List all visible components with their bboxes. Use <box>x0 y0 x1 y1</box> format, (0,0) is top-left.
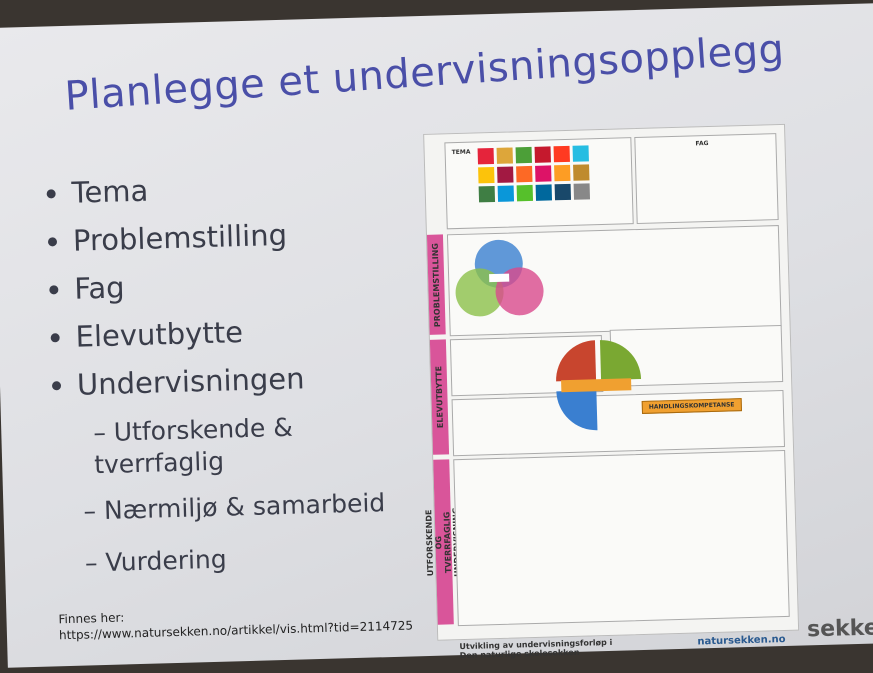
wheel-part <box>600 339 641 380</box>
sdg-icon <box>574 183 590 199</box>
fag-cell: FAG <box>634 133 778 224</box>
sdg-icon <box>554 146 570 162</box>
tema-label: TEMA <box>452 149 471 157</box>
sub-bullet: – Vurdering <box>85 544 228 580</box>
sub-bullet: – Nærmiljø & samarbeid <box>83 487 386 527</box>
row-label-text: PROBLEMSTILLING <box>431 242 442 326</box>
bullet: Problemstilling <box>72 217 301 271</box>
sdg-icon <box>535 165 551 181</box>
competence-wheel <box>550 334 653 447</box>
slide-title: Planlegge et undervisningsopplegg <box>63 26 785 120</box>
teaching-cell <box>453 450 790 626</box>
bullet: Undervisningen <box>77 361 306 415</box>
sdg-icon <box>478 167 494 183</box>
corner-logo: sekken <box>807 615 873 642</box>
wheel-label <box>561 378 631 392</box>
sdg-icon <box>517 185 533 201</box>
badge: HANDLINGSKOMPETANSE <box>642 398 742 414</box>
sdg-icon <box>573 164 589 180</box>
bullet: Elevutbytte <box>75 313 304 367</box>
bullet: Tema <box>71 169 300 223</box>
wheel-part <box>556 390 597 431</box>
venn-center <box>489 274 509 283</box>
sdg-icon <box>498 185 514 201</box>
row-label-text: ELEVUTBYTTE <box>434 366 445 428</box>
problem-cell <box>447 225 782 336</box>
form-footer: Utvikling av undervisningsforløp i Den n… <box>459 638 619 660</box>
venn <box>448 233 551 336</box>
fag-label: FAG <box>695 140 708 147</box>
sdg-icon <box>516 147 532 163</box>
sdg-icon <box>479 186 495 202</box>
sdg-icon <box>478 148 494 164</box>
sdg-icon <box>555 184 571 200</box>
sdg-icon <box>536 184 552 200</box>
sdg-icon <box>497 166 513 182</box>
tema-cell: TEMA <box>444 137 633 229</box>
row-label: ELEVUTBYTTE <box>430 339 449 454</box>
source-label: Finnes her: <box>58 610 124 626</box>
sdg-grid <box>445 138 630 143</box>
photo: {"slide":{"title":"Planlegge et undervis… <box>0 0 873 659</box>
sdg-icon <box>516 166 532 182</box>
row-label: UTFORSKENDE OG TVERRFAGLIG UNDERVISNING <box>433 459 454 624</box>
sdg-icon <box>497 147 513 163</box>
planning-form: TEMA FAG PROBLEMSTILLING ELEVUTBYTTE HAN… <box>423 124 799 641</box>
bullet-list: Tema Problemstilling Fag Elevutbytte Und… <box>49 169 305 416</box>
sdg-icon <box>573 145 589 161</box>
sdg-icon <box>554 165 570 181</box>
slide: Planlegge et undervisningsopplegg Tema P… <box>0 3 873 668</box>
wheel-part <box>555 340 596 381</box>
bullet: Fag <box>74 265 303 319</box>
row-label: PROBLEMSTILLING <box>427 234 446 334</box>
sub-bullet: – Utforskende & tverrfaglig <box>93 412 295 482</box>
sdg-icon <box>535 146 551 162</box>
logo: natursekken.no <box>697 634 785 647</box>
